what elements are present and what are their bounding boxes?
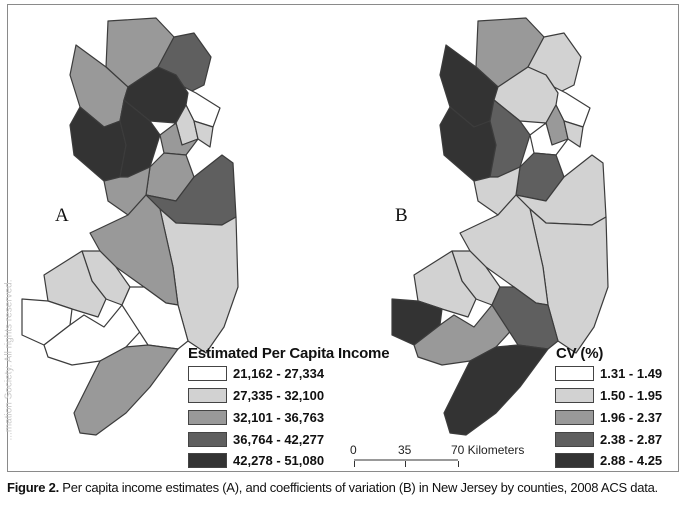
- county-capemay-a: [73, 344, 179, 436]
- legend-b-swatch: [555, 388, 594, 403]
- legend-b-label: 1.50 - 1.95: [600, 388, 663, 403]
- legend-b-swatch: [555, 366, 594, 381]
- scale-tick: [458, 461, 459, 467]
- legend-a-row: 36,764 - 42,277: [188, 431, 324, 448]
- maps-canvas: [21, 17, 609, 461]
- legend-b-label: 1.31 - 1.49: [600, 366, 663, 381]
- legend-a-swatch: [188, 432, 227, 447]
- figure-frame: A B Estimated Per Capita Income 21,162 -…: [7, 4, 679, 472]
- legend-a-row: 27,335 - 32,100: [188, 387, 324, 404]
- caption-text: Per capita income estimates (A), and coe…: [58, 480, 658, 495]
- map-panel-b: [391, 17, 609, 436]
- scale-tick: [405, 461, 406, 467]
- legend-a-title: Estimated Per Capita Income: [188, 345, 390, 362]
- legend-b-swatch: [555, 410, 594, 425]
- legend-a-swatch: [188, 410, 227, 425]
- legend-a-swatch: [188, 366, 227, 381]
- legend-b-swatch: [555, 453, 594, 468]
- legend-b-title: CV (%): [556, 345, 604, 362]
- legend-b-label: 2.88 - 4.25: [600, 453, 663, 468]
- legend-b-row: 2.38 - 2.87: [555, 431, 662, 448]
- county-hudson-b: [563, 120, 584, 148]
- scale-label-35: 35: [398, 443, 412, 457]
- legend-a-row: 32,101 - 36,763: [188, 409, 324, 426]
- legend-a-swatch: [188, 453, 227, 468]
- legend-b-row: 1.50 - 1.95: [555, 387, 662, 404]
- legend-a-row: 42,278 - 51,080: [188, 452, 324, 469]
- scale-label-70: 70 Kilometers: [451, 443, 525, 457]
- legend-a-label: 42,278 - 51,080: [233, 453, 325, 468]
- legend-b-row: 2.88 - 4.25: [555, 452, 662, 469]
- figure-caption: Figure 2. Per capita income estimates (A…: [7, 480, 658, 495]
- legend-b-label: 1.96 - 2.37: [600, 410, 663, 425]
- legend-b-swatch: [555, 432, 594, 447]
- legend-b-label: 2.38 - 2.87: [600, 432, 663, 447]
- caption-prefix: Figure 2.: [7, 480, 59, 495]
- legend-a-label: 36,764 - 42,277: [233, 432, 325, 447]
- legend-a-swatch: [188, 388, 227, 403]
- panel-label-a: A: [55, 205, 69, 226]
- legend-a-label: 32,101 - 36,763: [233, 410, 325, 425]
- side-watermark: ...mation Society. All rights reserved.: [3, 279, 15, 441]
- legend-a-label: 21,162 - 27,334: [233, 366, 325, 381]
- map-panel-a: [21, 17, 239, 436]
- legend-a-row: 21,162 - 27,334: [188, 365, 324, 382]
- legend-b-row: 1.31 - 1.49: [555, 365, 662, 382]
- county-capemay-b: [443, 344, 549, 436]
- county-hudson-a: [193, 120, 214, 148]
- scale-label-0: 0: [350, 443, 357, 457]
- legend-a-label: 27,335 - 32,100: [233, 388, 325, 403]
- scale-tick: [354, 461, 355, 467]
- panel-label-b: B: [395, 205, 408, 226]
- legend-b-row: 1.96 - 2.37: [555, 409, 662, 426]
